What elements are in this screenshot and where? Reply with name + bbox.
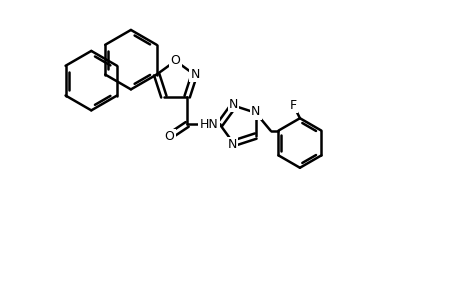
Text: O: O [170,54,180,67]
Text: N: N [229,98,238,111]
Text: N: N [251,105,260,118]
Text: N: N [190,68,200,81]
Text: HN: HN [199,118,218,131]
Text: O: O [164,130,174,143]
Text: N: N [227,138,237,151]
Text: F: F [289,99,296,112]
